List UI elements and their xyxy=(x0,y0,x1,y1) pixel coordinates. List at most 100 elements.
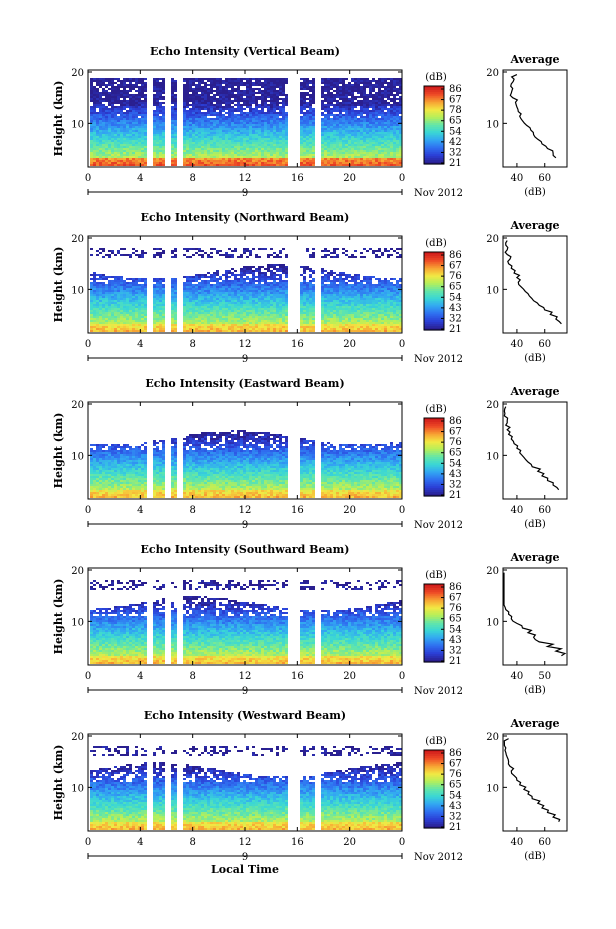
y-tick-label: 20 xyxy=(71,68,84,79)
x-tick-label: 8 xyxy=(189,837,195,848)
profile-x-label: (dB) xyxy=(524,851,546,862)
colorbar-tick-label: 21 xyxy=(449,158,462,169)
colorbar-segment xyxy=(424,623,444,626)
colorbar-segment xyxy=(424,449,444,452)
colorbar-segment xyxy=(424,652,444,655)
x-tick-label: 20 xyxy=(343,837,356,848)
profile-frame xyxy=(502,235,568,334)
colorbar-tick-label: 43 xyxy=(449,303,462,314)
colorbar-segment xyxy=(424,591,444,595)
x-tick-label: 20 xyxy=(343,505,356,516)
colorbar-segment xyxy=(424,630,444,634)
colorbar-segment xyxy=(424,294,444,298)
profile-x-label: (dB) xyxy=(524,685,546,696)
colorbar-segment xyxy=(424,140,444,144)
colorbar-segment xyxy=(424,468,444,472)
colorbar-segment xyxy=(424,820,444,823)
colorbar-segment xyxy=(424,148,444,151)
x-tick-label: 0 xyxy=(85,173,91,184)
colorbar-segment xyxy=(424,431,444,435)
colorbar-segment xyxy=(424,474,444,478)
x-tick-label: 12 xyxy=(239,505,252,516)
date-label: Nov 2012 xyxy=(414,852,463,863)
day-marker: 9 xyxy=(242,354,248,365)
colorbar-segment xyxy=(424,798,444,802)
colorbar-segment xyxy=(424,109,444,112)
colorbar-segment xyxy=(424,650,444,653)
colorbar-segment xyxy=(424,154,444,157)
colorbar-segment xyxy=(424,455,444,458)
colorbar-segment xyxy=(424,584,444,587)
colorbar-segment xyxy=(424,808,444,812)
colorbar-frame xyxy=(423,251,445,331)
x-tick-label: 0 xyxy=(399,837,405,848)
colorbar-segment xyxy=(424,144,444,148)
profile-y-tick-label: 10 xyxy=(486,783,499,794)
colorbar-segment xyxy=(424,785,444,788)
x-tick-label: 16 xyxy=(291,837,304,848)
colorbar-tick-label: 78 xyxy=(449,105,462,116)
colorbar-segment xyxy=(424,328,444,331)
colorbar-segment xyxy=(424,804,444,808)
x-tick-label: 4 xyxy=(137,837,143,848)
colorbar-segment xyxy=(424,482,444,485)
colorbar-segment xyxy=(424,492,444,495)
profile-frame xyxy=(502,69,568,168)
colorbar-segment xyxy=(424,587,444,591)
colorbar-segment xyxy=(424,478,444,481)
colorbar-segment xyxy=(424,781,444,784)
colorbar-segment xyxy=(424,119,444,122)
colorbar-segment xyxy=(424,86,444,89)
colorbar-unit: (dB) xyxy=(425,570,447,581)
colorbar-segment xyxy=(424,269,444,273)
colorbar-segment xyxy=(424,783,444,786)
colorbar-segment xyxy=(424,624,444,628)
colorbar-tick-label: 54 xyxy=(449,624,462,635)
colorbar-tick-label: 86 xyxy=(449,250,462,261)
profile-line xyxy=(503,738,561,823)
colorbar-segment xyxy=(424,607,444,610)
colorbar-segment xyxy=(424,91,444,95)
colorbar-segment xyxy=(424,419,444,423)
colorbar-segment xyxy=(424,425,444,429)
colorbar-unit: (dB) xyxy=(425,72,447,83)
colorbar-segment xyxy=(424,810,444,813)
colorbar-segment xyxy=(424,617,444,620)
colorbar-segment xyxy=(424,304,444,308)
colorbar-tick-label: 32 xyxy=(449,645,462,656)
colorbar-segment xyxy=(424,281,444,284)
x-tick-label: 16 xyxy=(291,671,304,682)
colorbar-unit: (dB) xyxy=(425,404,447,415)
colorbar-segment xyxy=(424,812,444,815)
y-tick-label: 10 xyxy=(71,783,84,794)
x-tick-label: 4 xyxy=(137,339,143,350)
colorbar-tick-label: 65 xyxy=(449,282,462,293)
colorbar-segment xyxy=(424,765,444,769)
colorbar-segment xyxy=(424,261,444,265)
colorbar-segment xyxy=(424,806,444,810)
colorbar-segment xyxy=(424,318,444,321)
colorbar-segment xyxy=(424,296,444,300)
x-tick-label: 8 xyxy=(189,671,195,682)
colorbar-segment xyxy=(424,300,444,304)
colorbar-tick-label: 86 xyxy=(449,84,462,95)
colorbar-segment xyxy=(424,775,444,778)
colorbar-segment xyxy=(424,476,444,480)
colorbar-segment xyxy=(424,648,444,651)
x-tick-label: 0 xyxy=(399,671,405,682)
colorbar-segment xyxy=(424,621,444,624)
colorbar-segment xyxy=(424,656,444,659)
colorbar-tick-label: 76 xyxy=(449,437,462,448)
x-tick-label: 4 xyxy=(137,505,143,516)
colorbar-segment xyxy=(424,796,444,800)
colorbar-unit: (dB) xyxy=(425,736,447,747)
colorbar-segment xyxy=(424,601,444,605)
colorbar-segment xyxy=(424,824,444,827)
colorbar-tick-label: 67 xyxy=(449,759,462,770)
colorbar-segment xyxy=(424,113,444,116)
colorbar-frame xyxy=(423,417,445,497)
colorbar-segment xyxy=(424,421,444,425)
colorbar-tick-label: 21 xyxy=(449,656,462,667)
colorbar-segment xyxy=(424,162,444,165)
profile-y-tick-label: 20 xyxy=(486,68,499,79)
